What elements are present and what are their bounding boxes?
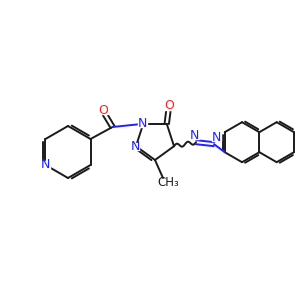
Text: N: N <box>189 129 199 142</box>
Text: N: N <box>211 131 221 144</box>
Text: O: O <box>99 103 109 116</box>
Text: N: N <box>41 158 50 172</box>
Bar <box>130 143 140 150</box>
Text: N: N <box>130 140 140 153</box>
Bar <box>212 134 220 141</box>
Bar <box>138 120 147 127</box>
Bar <box>164 102 173 110</box>
Text: O: O <box>164 99 174 112</box>
Bar <box>190 132 199 139</box>
Text: CH₃: CH₃ <box>157 176 179 188</box>
Bar <box>40 161 50 169</box>
Text: N: N <box>138 117 147 130</box>
Bar <box>99 106 108 114</box>
